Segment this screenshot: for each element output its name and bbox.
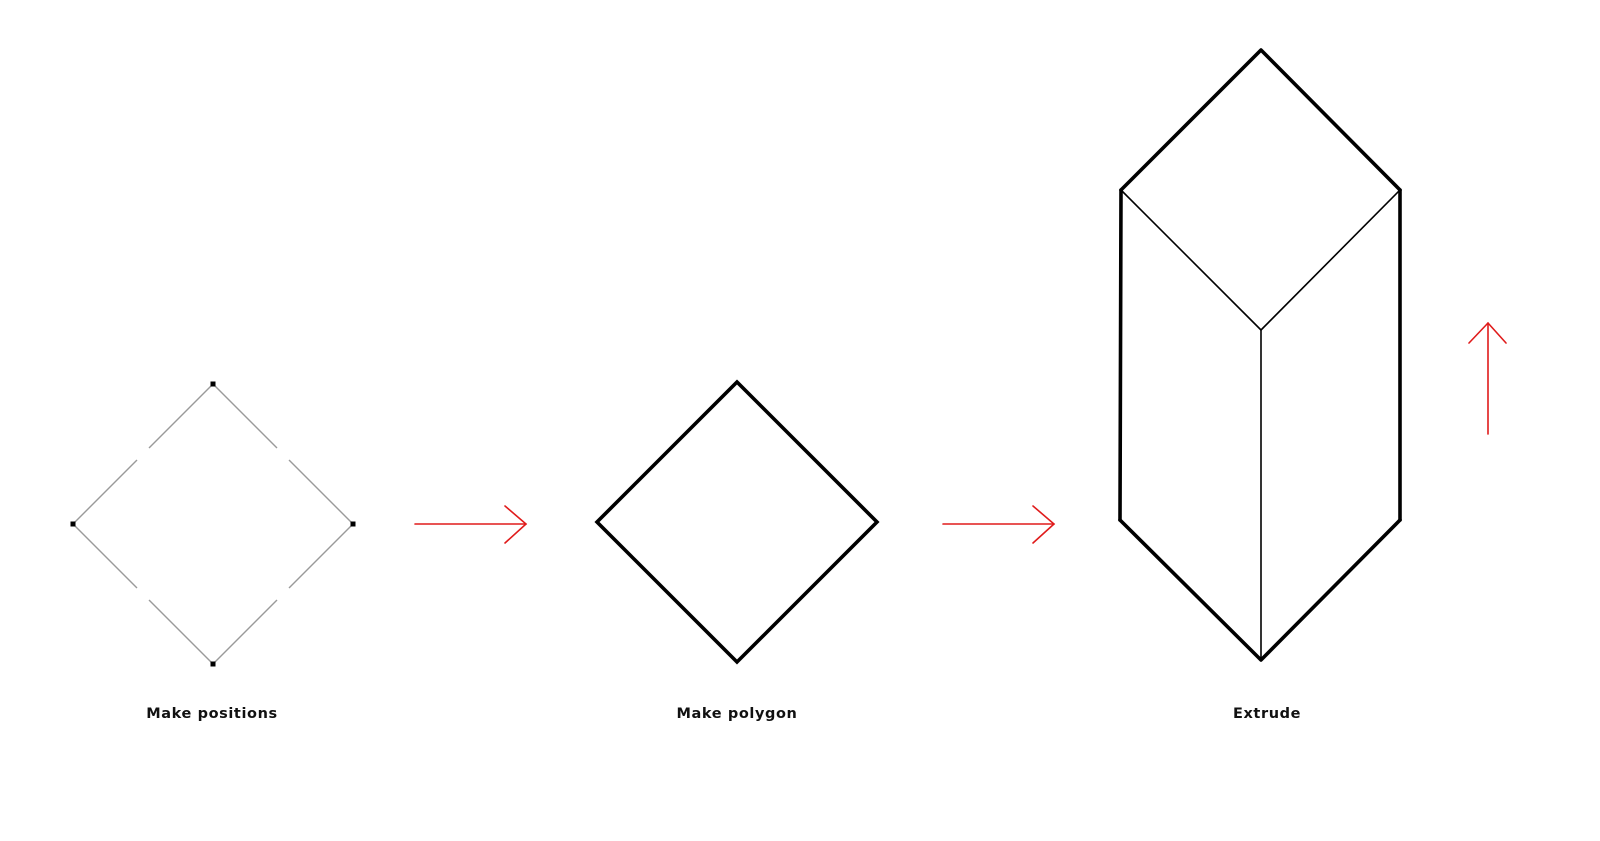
edge-segment <box>288 459 354 525</box>
outer-edges <box>1118 48 1402 662</box>
inner-edges <box>1120 189 1401 660</box>
extrude-caption: Extrude <box>1232 706 1302 722</box>
polygon-figure <box>594 379 880 665</box>
position-point <box>210 661 216 667</box>
edge-segment <box>212 383 278 449</box>
right-arrow-icon <box>414 505 528 544</box>
position-points <box>70 381 356 667</box>
edge-segment <box>148 383 214 449</box>
extruded-figure <box>1118 48 1402 662</box>
edge-segment <box>212 599 278 665</box>
edge-segment <box>72 459 138 525</box>
edge-segment <box>288 523 354 589</box>
position-point <box>350 521 356 527</box>
construction-edges <box>72 383 354 665</box>
make-polygon-caption: Make polygon <box>676 706 798 722</box>
make-positions-caption: Make positions <box>146 706 278 722</box>
positions-figure <box>70 381 356 667</box>
right-arrow-icon <box>942 505 1056 544</box>
position-point <box>70 521 76 527</box>
up-arrow-icon <box>1468 321 1507 435</box>
edge-segment <box>148 599 214 665</box>
position-point <box>210 381 216 387</box>
edge-segment <box>72 523 138 589</box>
